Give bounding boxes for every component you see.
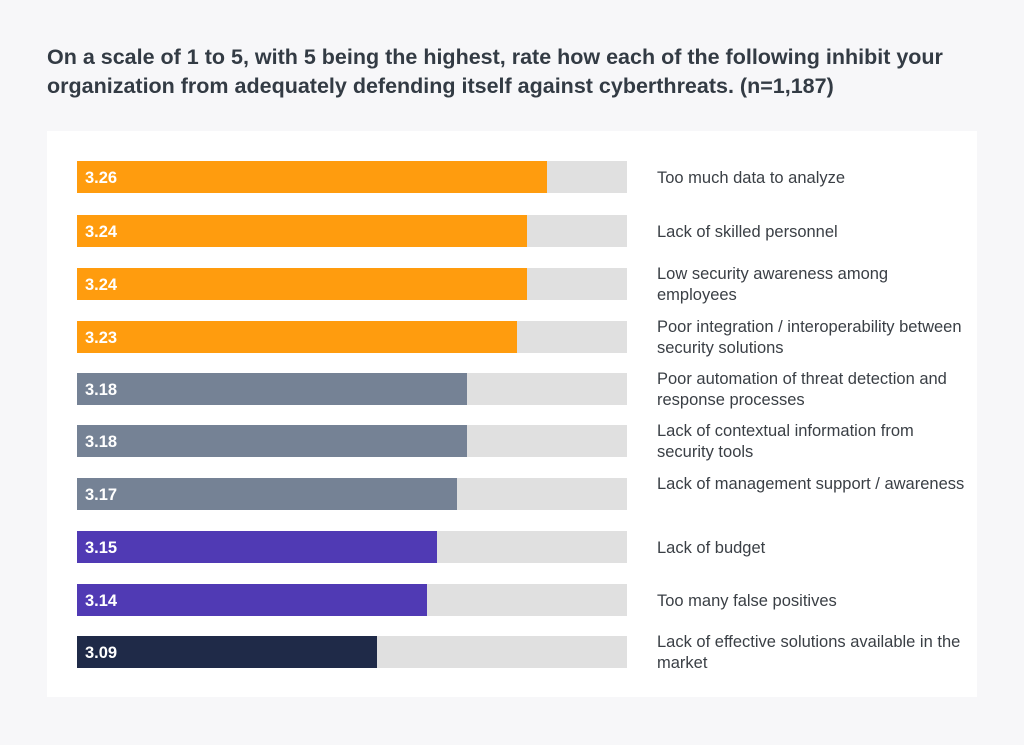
bar bbox=[77, 321, 517, 353]
data-label: 3.26 bbox=[85, 169, 117, 187]
bar bbox=[77, 584, 427, 616]
bar bbox=[77, 268, 527, 300]
category-label: Low security awareness among employees bbox=[657, 265, 889, 304]
bar bbox=[77, 161, 547, 193]
data-label: 3.18 bbox=[85, 433, 117, 451]
bar bbox=[77, 478, 457, 510]
data-label: 3.14 bbox=[85, 592, 118, 610]
data-label: 3.09 bbox=[85, 644, 117, 662]
category-label: Poor automation of threat detection and … bbox=[657, 370, 947, 409]
category-label: Too much data to analyze bbox=[657, 168, 846, 187]
category-label: Lack of skilled personnel bbox=[657, 222, 838, 241]
bar bbox=[77, 531, 437, 563]
chart-title: On a scale of 1 to 5, with 5 being the h… bbox=[47, 45, 943, 98]
category-label: Lack of effective solutions available in… bbox=[657, 633, 961, 672]
data-label: 3.18 bbox=[85, 381, 117, 399]
category-label: Too many false positives bbox=[657, 591, 837, 610]
bar bbox=[77, 636, 377, 668]
category-label: Lack of budget bbox=[657, 538, 766, 557]
data-label: 3.24 bbox=[85, 276, 118, 294]
category-label: Poor integration / interoperability betw… bbox=[657, 318, 962, 357]
category-label: Lack of contextual information from secu… bbox=[657, 422, 914, 461]
data-label: 3.17 bbox=[85, 486, 117, 504]
data-label: 3.24 bbox=[85, 223, 118, 241]
bar bbox=[77, 373, 467, 405]
data-label: 3.15 bbox=[85, 539, 117, 557]
category-label: Lack of management support / awareness bbox=[657, 475, 965, 493]
data-label: 3.23 bbox=[85, 329, 117, 347]
bar bbox=[77, 425, 467, 457]
bar bbox=[77, 215, 527, 247]
